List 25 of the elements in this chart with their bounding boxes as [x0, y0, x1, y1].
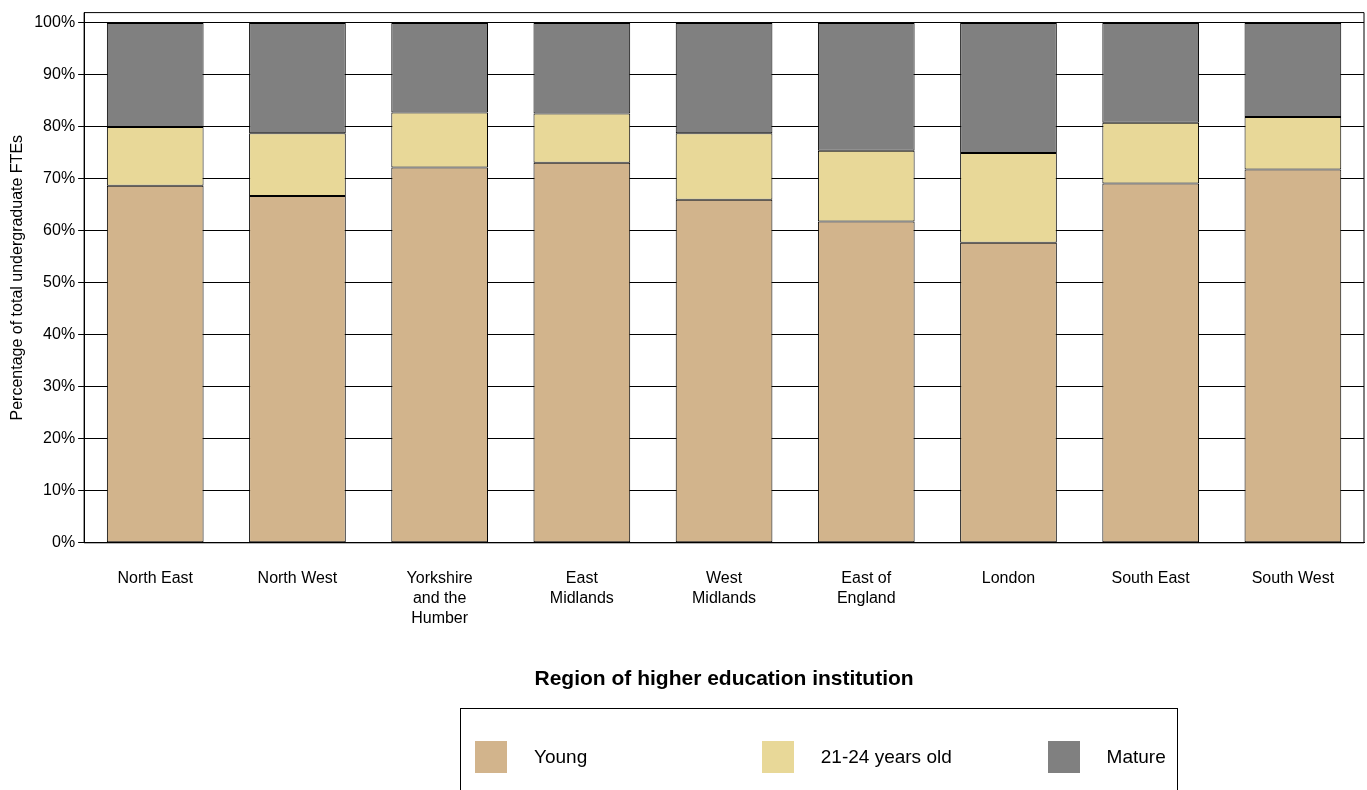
x-axis-title: Region of higher education institution [534, 666, 914, 690]
x-tick-label: North East [117, 569, 194, 587]
y-tick-label: 20% [43, 429, 76, 447]
x-tick-label: East Midlands [549, 569, 614, 607]
x-tick-label: Yorkshire and the Humber [406, 569, 473, 627]
legend-label: 21-24 years old [820, 746, 952, 768]
y-tick-label: 10% [43, 481, 76, 499]
x-tick-label: West Midlands [692, 569, 757, 607]
y-tick-label: 60% [43, 221, 76, 239]
y-tick-label: 50% [43, 273, 76, 291]
y-tick-label: 0% [52, 533, 76, 551]
x-tick-label: London [981, 569, 1036, 587]
x-tick-label: East of England [836, 569, 896, 607]
y-tick-label: 80% [43, 117, 76, 135]
legend-label: Young [534, 746, 588, 768]
y-tick-label: 40% [43, 325, 76, 343]
legend-label: Mature [1106, 746, 1166, 768]
x-tick-label: North West [257, 569, 338, 587]
y-tick-label: 30% [43, 377, 76, 395]
y-tick-label: 90% [43, 65, 76, 83]
x-tick-label: South East [1111, 569, 1191, 587]
y-tick-label: 70% [43, 169, 76, 187]
y-tick-label: 100% [34, 13, 76, 31]
y-axis-title: Percentage of total undergraduate FTEs [8, 134, 26, 421]
x-tick-label: South West [1251, 569, 1335, 587]
